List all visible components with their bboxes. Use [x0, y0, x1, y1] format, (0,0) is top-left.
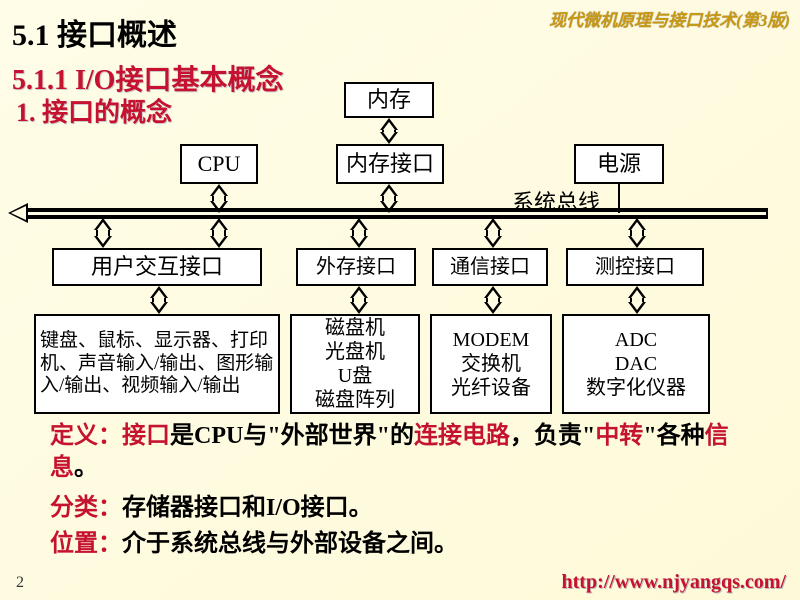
connector: [484, 286, 502, 314]
box-mem-if: 内存接口: [336, 144, 444, 184]
dev-line: MODEM: [453, 328, 530, 352]
connector: [150, 286, 168, 314]
box-ext-if: 外存接口: [296, 248, 416, 286]
definition-text: 定义：接口是CPU与"外部世界"的连接电路，负责"中转"各种信息。: [50, 420, 770, 485]
box-comm-if: 通信接口: [432, 248, 548, 286]
dev-line: 磁盘阵列: [315, 388, 395, 412]
dev-line: DAC: [615, 352, 657, 376]
connector: [628, 218, 646, 248]
connector: [628, 286, 646, 314]
footer-url: http://www.njyangqs.com/: [562, 571, 786, 594]
connector: [350, 218, 368, 248]
section-title: 5.1 接口概述: [12, 10, 177, 54]
box-ctrl-dev: ADC DAC 数字化仪器: [562, 314, 710, 414]
box-ctrl-if: 测控接口: [566, 248, 704, 286]
dev-line: U盘: [338, 364, 372, 388]
dev-line: 磁盘机: [325, 316, 385, 340]
dev-line: 光盘机: [325, 340, 385, 364]
connector: [350, 286, 368, 314]
connector: [484, 218, 502, 248]
connector: [210, 218, 228, 248]
bus-top: [28, 208, 768, 212]
dev-line: ADC: [615, 328, 657, 352]
box-ui-dev: 键盘、鼠标、显示器、打印机、声音输入/输出、图形输入/输出、视频输入/输出: [34, 314, 280, 414]
bus-label: 系统总线: [512, 185, 600, 217]
bus-bottom: [28, 215, 768, 219]
system-diagram: 内存 CPU 内存接口 电源 系统总线 用户交互接口 外存接口 通信接口 测控接…: [34, 82, 774, 412]
box-cpu: CPU: [180, 144, 258, 184]
box-ext-dev: 磁盘机 光盘机 U盘 磁盘阵列: [290, 314, 420, 414]
dev-line: 交换机: [461, 352, 521, 376]
box-power: 电源: [574, 144, 664, 184]
book-title: 现代微机原理与接口技术(第3版): [549, 6, 790, 31]
bus-arrow: [8, 203, 28, 223]
connector: [94, 218, 112, 248]
bus-end: [766, 208, 768, 219]
position-text: 位置：介于系统总线与外部设备之间。: [50, 528, 458, 560]
box-comm-dev: MODEM 交换机 光纤设备: [430, 314, 552, 414]
dev-line: 光纤设备: [451, 376, 531, 400]
box-memory: 内存: [344, 82, 434, 118]
box-ui-if: 用户交互接口: [52, 248, 262, 286]
connector: [380, 118, 398, 144]
category-text: 分类：存储器接口和I/O接口。: [50, 492, 373, 524]
page-number: 2: [16, 574, 24, 592]
dev-line: 数字化仪器: [586, 376, 686, 400]
